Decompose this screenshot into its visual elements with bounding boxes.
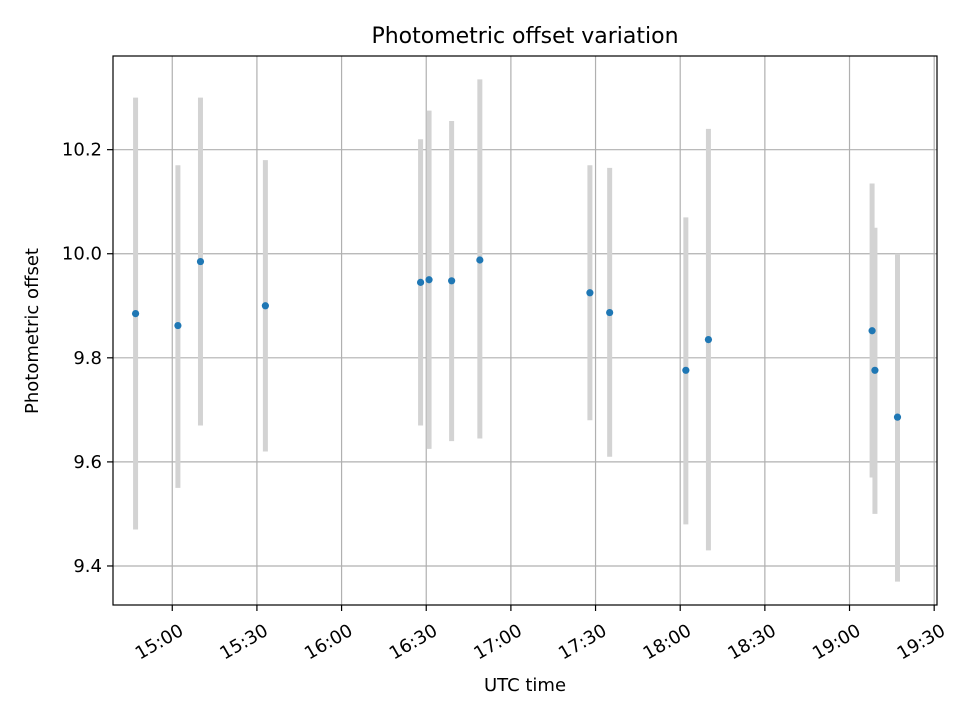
data-point (131, 309, 140, 318)
y-tick-label: 10.2 (62, 140, 102, 161)
chart-title: Photometric offset variation (371, 24, 678, 49)
data-point (868, 327, 876, 335)
y-tick-label: 9.4 (73, 556, 102, 577)
y-tick-label: 9.6 (73, 452, 102, 473)
data-point (682, 366, 690, 374)
y-tick-label: 9.8 (73, 348, 102, 369)
data-point (174, 321, 182, 330)
data-point (871, 366, 879, 374)
data-points (131, 256, 902, 421)
y-axis: 9.4 9.6 9.8 10.0 10.2 (62, 140, 113, 577)
data-point (416, 278, 425, 286)
data-point (893, 413, 902, 421)
plot-frame (112, 55, 938, 606)
data-point (196, 257, 205, 266)
data-point (261, 302, 269, 310)
data-point (606, 308, 614, 317)
data-point (476, 256, 484, 264)
x-axis-title: UTC time (484, 675, 566, 696)
data-point (586, 289, 594, 297)
grid (113, 56, 937, 605)
y-tick-label: 10.0 (62, 244, 102, 265)
data-point (448, 277, 456, 285)
data-point (704, 336, 713, 344)
y-axis-title: Photometric offset (22, 248, 43, 414)
data-point (425, 276, 433, 284)
